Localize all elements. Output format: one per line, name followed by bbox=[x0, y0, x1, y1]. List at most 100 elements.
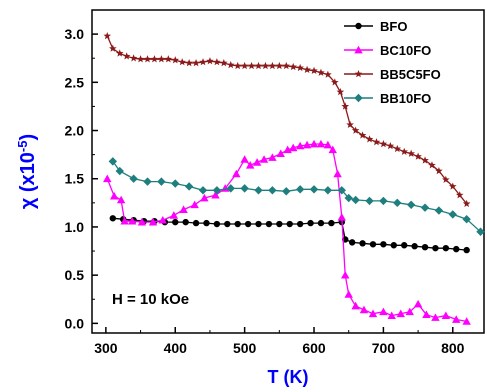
data-point-bb10fo bbox=[344, 193, 353, 203]
legend-label-bfo: BFO bbox=[380, 19, 407, 34]
data-point-bc10fo bbox=[211, 190, 220, 199]
data-point-bfo bbox=[182, 218, 189, 226]
data-point-bb10fo bbox=[462, 215, 471, 224]
data-point-bc10fo bbox=[316, 139, 326, 148]
data-point-bc10fo bbox=[200, 193, 209, 202]
data-point-bb5c5fo bbox=[115, 49, 124, 57]
data-point-bb5c5fo bbox=[351, 126, 360, 134]
data-point-bfo bbox=[192, 219, 200, 227]
data-point-bfo bbox=[203, 219, 210, 227]
x-axis-title: T (K) bbox=[268, 367, 309, 387]
data-point-bb5c5fo bbox=[129, 54, 138, 62]
data-point-bb10fo bbox=[157, 177, 166, 186]
data-point-bb5c5fo bbox=[331, 78, 339, 86]
data-point-bc10fo bbox=[148, 217, 158, 226]
data-point-bc10fo bbox=[276, 149, 285, 158]
data-point-bc10fo bbox=[245, 161, 255, 169]
data-point-bb5c5fo bbox=[261, 61, 270, 70]
data-point-bb10fo bbox=[420, 203, 430, 212]
data-point-bb5c5fo bbox=[150, 55, 159, 63]
data-point-bb10fo bbox=[282, 187, 291, 196]
data-point-bb5c5fo bbox=[435, 167, 443, 175]
data-point-bc10fo bbox=[337, 213, 346, 221]
axis-ticks: 300 400 500 600 700 800 0.0 0.5 1.0 1.5 2.0 2.5 3.0 bbox=[65, 26, 465, 356]
data-point-bb5c5fo bbox=[346, 120, 354, 128]
data-point-bfo bbox=[276, 220, 283, 228]
data-point-bc10fo bbox=[405, 307, 414, 316]
data-point-bc10fo bbox=[431, 313, 440, 321]
data-point-bb5c5fo bbox=[268, 61, 277, 70]
data-point-bc10fo bbox=[413, 299, 423, 308]
legend-marker-bc10fo bbox=[354, 45, 363, 54]
y-axis-title-main: χ (x10 bbox=[17, 152, 39, 209]
data-point-bfo bbox=[432, 244, 439, 252]
data-point-bc10fo bbox=[422, 310, 431, 319]
data-point-bb5c5fo bbox=[103, 32, 112, 40]
data-point-bfo bbox=[421, 243, 429, 251]
data-point-bb10fo bbox=[365, 196, 374, 206]
data-point-bb5c5fo bbox=[336, 87, 345, 96]
data-point-bc10fo bbox=[341, 270, 350, 279]
data-point-bb5c5fo bbox=[282, 61, 291, 70]
legend-label-bb10fo: BB10FO bbox=[380, 91, 431, 106]
data-point-bb10fo bbox=[406, 200, 416, 209]
data-point-bfo bbox=[411, 243, 418, 250]
data-point-bb10fo bbox=[198, 186, 208, 195]
data-point-bfo bbox=[463, 246, 470, 254]
data-point-bb5c5fo bbox=[358, 131, 367, 139]
x-tick-label: 400 bbox=[164, 340, 188, 356]
data-point-bfo bbox=[255, 220, 262, 228]
data-point-bb5c5fo bbox=[185, 59, 193, 67]
data-point-bb5c5fo bbox=[178, 58, 186, 66]
legend-item-bb5c5fo: BB5C5FO bbox=[344, 67, 441, 82]
data-point-bb10fo bbox=[240, 184, 249, 193]
data-point-bc10fo bbox=[333, 169, 342, 178]
data-point-bb10fo bbox=[337, 186, 346, 195]
data-point-bfo bbox=[109, 215, 117, 222]
data-point-bc10fo bbox=[232, 169, 241, 178]
series-bb10fo bbox=[108, 157, 485, 236]
y-tick-label: 0.0 bbox=[65, 315, 85, 331]
data-point-bfo bbox=[286, 220, 293, 228]
data-point-bb10fo bbox=[379, 196, 388, 206]
data-point-bb5c5fo bbox=[379, 140, 388, 148]
data-point-bb5c5fo bbox=[143, 55, 152, 63]
data-point-bb5c5fo bbox=[275, 61, 284, 70]
data-point-bfo bbox=[213, 220, 221, 228]
legend: BFO BC10FO BB5C5FO BB10FO bbox=[344, 19, 441, 106]
data-point-bc10fo bbox=[344, 290, 353, 298]
data-point-bb5c5fo bbox=[226, 60, 235, 69]
data-point-bfo bbox=[317, 219, 325, 227]
data-point-bfo bbox=[265, 220, 273, 228]
x-tick-label: 700 bbox=[372, 340, 396, 356]
y-tick-label: 3.0 bbox=[65, 26, 85, 42]
data-point-bc10fo bbox=[120, 216, 129, 225]
data-point-bb5c5fo bbox=[296, 63, 304, 72]
data-point-bc10fo bbox=[158, 215, 167, 224]
data-point-bc10fo bbox=[302, 140, 312, 149]
data-point-bc10fo bbox=[323, 140, 333, 149]
data-point-bb5c5fo bbox=[365, 135, 374, 143]
data-point-bc10fo bbox=[116, 195, 126, 204]
data-point-bfo bbox=[224, 220, 231, 228]
data-point-bb5c5fo bbox=[220, 59, 228, 67]
series-bc10fo bbox=[103, 139, 471, 325]
data-point-bb5c5fo bbox=[109, 44, 117, 52]
data-point-bb5c5fo bbox=[247, 61, 256, 70]
data-point-bb5c5fo bbox=[171, 56, 180, 64]
data-point-bc10fo bbox=[387, 311, 396, 320]
data-point-bfo bbox=[442, 244, 450, 252]
y-tick-label: 1.5 bbox=[65, 171, 85, 187]
data-point-bc10fo bbox=[462, 317, 471, 325]
data-point-bc10fo bbox=[379, 307, 388, 316]
y-axis-title-end: ) bbox=[17, 134, 39, 141]
data-point-bc10fo bbox=[252, 158, 262, 166]
data-point-bc10fo bbox=[295, 141, 305, 150]
data-point-bb10fo bbox=[351, 195, 360, 205]
data-point-bb10fo bbox=[143, 177, 152, 186]
data-point-bfo bbox=[380, 241, 387, 248]
data-point-bb5c5fo bbox=[455, 191, 464, 199]
data-point-bb10fo bbox=[295, 185, 305, 194]
data-point-bc10fo bbox=[128, 216, 137, 225]
